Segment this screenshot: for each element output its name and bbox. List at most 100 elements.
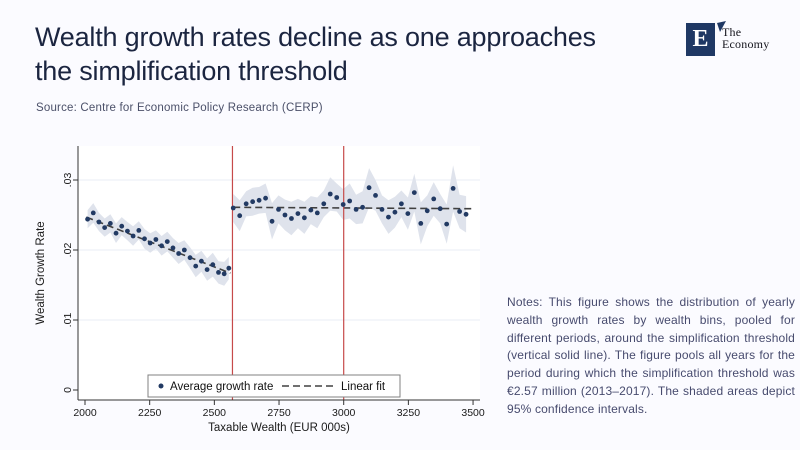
- data-point: [379, 207, 385, 212]
- data-point: [308, 207, 314, 213]
- y-tick-label: .03: [62, 173, 74, 188]
- data-point: [424, 208, 430, 214]
- y-tick-label: .02: [62, 243, 74, 258]
- data-point: [269, 218, 275, 224]
- data-point: [226, 265, 232, 271]
- legend-box: [147, 374, 401, 398]
- ci-band: [233, 165, 467, 245]
- data-point: [450, 186, 456, 191]
- data-point: [366, 185, 372, 191]
- data-point: [204, 267, 210, 272]
- data-point: [90, 210, 96, 216]
- logo-word-economy: Economy: [722, 37, 770, 51]
- data-point: [125, 228, 130, 234]
- threshold-lines: [231, 146, 345, 400]
- ci-bands: [87, 165, 467, 286]
- data-point: [301, 215, 307, 221]
- data-point: [360, 204, 365, 210]
- data-point: [295, 211, 301, 216]
- data-point: [102, 225, 108, 230]
- data-point: [221, 271, 227, 277]
- data-point: [282, 212, 288, 218]
- x-tick-label: 2750: [267, 407, 291, 419]
- data-point: [107, 221, 113, 226]
- logo-notch-icon: [717, 21, 726, 32]
- data-point: [230, 205, 236, 211]
- data-point: [321, 201, 327, 207]
- data-point: [85, 216, 90, 222]
- page-title-line1: Wealth growth rates decline as one appro…: [35, 22, 596, 52]
- data-point: [130, 233, 136, 239]
- linear-fit: [86, 206, 472, 274]
- page-title: Wealth growth rates decline as one appro…: [35, 20, 665, 88]
- data-point: [170, 245, 176, 251]
- data-point: [276, 207, 281, 212]
- y-tick-labels: 0 .01 .02 .03: [62, 173, 78, 393]
- y-tick-label: .01: [62, 313, 74, 328]
- scatter-points: [85, 185, 469, 277]
- fit-line: [233, 206, 472, 210]
- data-point: [113, 230, 119, 236]
- ci-band: [87, 203, 229, 286]
- chart-figure: 0 .01 .02 .03 2000 2250 2500 2750 3000 3250 3500 Ta…: [30, 138, 495, 443]
- data-point: [457, 209, 462, 214]
- y-axis-title: Wealth Growth Rate: [35, 221, 47, 324]
- data-point: [250, 199, 256, 205]
- x-tick-label: 3000: [332, 407, 356, 419]
- x-tick-label: 2500: [203, 407, 227, 419]
- data-point: [386, 214, 391, 220]
- data-point: [153, 237, 159, 242]
- data-point: [96, 219, 102, 225]
- wealth-growth-chart: 0 .01 .02 .03 2000 2250 2500 2750 3000 3250 3500 Ta…: [35, 146, 485, 434]
- data-point: [136, 228, 142, 233]
- x-tick-label: 2000: [73, 407, 97, 419]
- data-point: [431, 196, 437, 202]
- data-point: [243, 201, 249, 207]
- data-point: [216, 270, 221, 275]
- data-point: [444, 221, 450, 227]
- logo-wordmark: The Economy: [722, 26, 769, 50]
- data-point: [263, 195, 268, 201]
- legend-dot-marker: [158, 383, 164, 389]
- data-point: [119, 223, 125, 229]
- data-point: [142, 236, 147, 242]
- notes-text: Notes: This figure shows the distributio…: [507, 295, 795, 416]
- data-point: [373, 193, 378, 198]
- data-point: [289, 216, 294, 221]
- page-title-line2: the simplification threshold: [35, 56, 348, 86]
- data-point: [199, 258, 204, 264]
- data-point: [256, 197, 262, 203]
- source-note: Source: Centre for Economic Policy Resea…: [36, 102, 323, 114]
- x-tick-label: 2250: [138, 407, 162, 419]
- data-point: [327, 191, 333, 197]
- logo-word-the: The: [722, 25, 742, 39]
- data-point: [314, 210, 320, 216]
- data-point: [437, 206, 443, 212]
- data-point: [181, 247, 187, 253]
- logo-letter: E: [692, 26, 709, 52]
- data-point: [463, 211, 469, 217]
- data-point: [411, 190, 417, 195]
- data-point: [210, 262, 216, 268]
- x-axis-title: Taxable Wealth (EUR 000s): [208, 422, 350, 434]
- data-point: [405, 211, 411, 216]
- data-point: [147, 240, 153, 246]
- legend-label-growth-rate: Average growth rate: [170, 381, 273, 393]
- data-point: [353, 207, 359, 212]
- plot-area: [78, 146, 480, 400]
- legend-label-linear-fit: Linear fit: [341, 381, 386, 393]
- logo: E The Economy: [686, 21, 769, 56]
- x-tick-label: 3250: [397, 407, 421, 419]
- data-point: [418, 221, 424, 226]
- data-point: [187, 255, 193, 261]
- data-point: [164, 239, 170, 244]
- logo-mark: E: [686, 21, 726, 56]
- data-point: [398, 201, 404, 207]
- data-point: [193, 263, 199, 269]
- data-point: [237, 213, 243, 219]
- y-tick-label: 0: [62, 387, 74, 393]
- data-point: [392, 209, 398, 215]
- data-point: [347, 198, 353, 204]
- data-point: [340, 202, 346, 207]
- data-point: [176, 251, 182, 256]
